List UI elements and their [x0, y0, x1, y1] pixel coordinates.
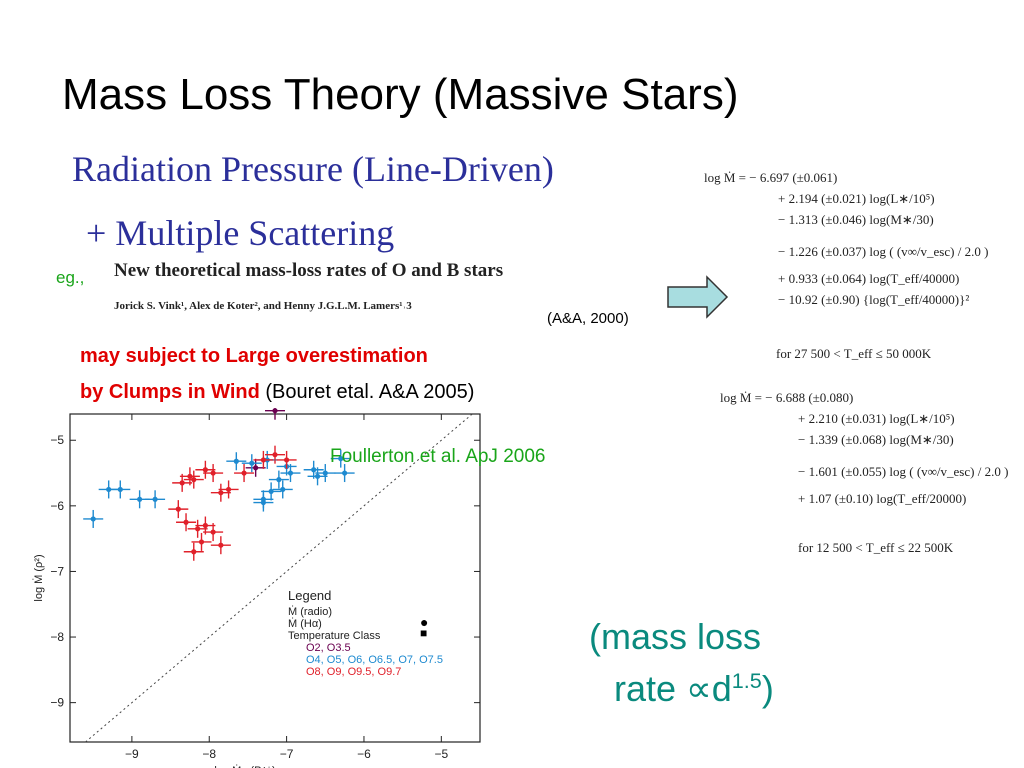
equation-line: + 2.210 (±0.031) log(L∗/10⁵): [798, 411, 955, 426]
equation-line: − 1.313 (±0.046) log(M∗/30): [778, 212, 934, 227]
data-point: [322, 470, 328, 476]
mass-loss-exponent: 1.5: [731, 668, 762, 693]
data-point: [218, 490, 224, 496]
data-point: [260, 499, 266, 506]
data-point: [106, 486, 112, 493]
warning-line-2: by Clumps in Wind (Bouret etal. A&A 2005…: [80, 381, 474, 404]
equation-line: + 0.933 (±0.064) log(T_eff/40000): [778, 271, 960, 286]
data-point: [191, 549, 197, 555]
subtitle-multiple-scattering: + Multiple Scattering: [86, 213, 395, 253]
data-point: [276, 477, 282, 483]
data-point: [268, 488, 274, 495]
data-point: [280, 486, 286, 493]
plot-legend: Legend Ṁ (radio) Ṁ (Hα) Temperature Clas…: [288, 588, 443, 678]
data-point: [202, 522, 208, 529]
right-arrow-icon: [667, 275, 729, 319]
equation-line: − 1.339 (±0.068) log(M∗/30): [798, 432, 954, 447]
data-point: [260, 457, 266, 463]
mass-loss-note-line-1: (mass loss: [589, 616, 762, 657]
y-tick-label: −6: [50, 499, 64, 513]
paper-reference: (A&A, 2000): [547, 310, 629, 327]
y-tick-label: −5: [50, 433, 64, 447]
legend-entry-radio: Ṁ (radio): [288, 606, 333, 618]
data-point: [249, 460, 255, 466]
data-point: [175, 506, 181, 512]
legend-class-early: O2, O3.5: [306, 642, 351, 654]
data-point: [272, 408, 278, 414]
paper-title: New theoretical mass-loss rates of O and…: [114, 260, 504, 281]
mass-loss-note-line-2: rate ∝d1.5): [614, 668, 774, 710]
data-point: [191, 477, 197, 483]
mass-loss-comparison-plot: −9 −8 −7 −6 −5 −5 −6 −7 −8 −9 log Ṁ q(P⁴⁺) log Ṁ (ρ…: [32, 408, 481, 768]
data-point: [253, 465, 259, 471]
x-tick-label: −9: [125, 747, 139, 761]
slide-title: Mass Loss Theory (Massive Stars): [62, 70, 739, 119]
formula-condition-cool: for 12 500 < T_eff ≤ 22 500K: [798, 540, 954, 555]
legend-entry-halpha: Ṁ (Hα): [288, 618, 322, 630]
equation-line: − 1.226 (±0.037) log ( (v∞/v_esc) / 2.0 …: [778, 244, 989, 259]
x-tick-label: −8: [202, 747, 216, 761]
mass-loss-formula-hot: log Ṁ = − 6.697 (±0.061) + 2.194 (±0.021…: [704, 170, 988, 313]
mass-loss-formula-cool: log Ṁ = − 6.688 (±0.080) + 2.210 (±0.031…: [720, 390, 1008, 512]
eg-label: eg.,: [56, 268, 85, 287]
paper-authors: Jorick S. Vink¹, Alex de Koter², and Hen…: [114, 300, 412, 312]
equation-line: log Ṁ = − 6.697 (±0.061): [704, 170, 838, 185]
plot-reference: Foullerton et al. ApJ 2006: [330, 446, 546, 467]
data-point: [179, 480, 185, 486]
y-axis-label: log Ṁ (ρ²): [32, 554, 45, 601]
data-point: [210, 470, 216, 476]
x-tick-label: −5: [434, 747, 448, 761]
equation-line: log Ṁ = − 6.688 (±0.080): [720, 390, 854, 405]
legend-square-marker: ■: [420, 626, 428, 640]
data-point: [241, 470, 247, 476]
data-point: [187, 473, 193, 479]
mass-loss-close: ): [761, 668, 774, 709]
data-point: [198, 539, 205, 545]
warning-clumps-text: by Clumps in Wind: [80, 381, 260, 403]
equation-line: + 1.07 (±0.10) log(T_eff/20000): [798, 491, 967, 506]
data-point: [272, 452, 278, 458]
legend-class-late: O8, O9, O9.5, O9.7: [306, 666, 402, 678]
data-point: [218, 542, 224, 548]
legend-class-title: Temperature Class: [288, 630, 381, 642]
mass-loss-relation: rate ∝d: [614, 668, 732, 709]
data-point: [202, 467, 208, 473]
x-tick-label: −7: [280, 747, 294, 761]
equation-line: + 2.194 (±0.021) log(L∗/10⁵): [778, 191, 935, 206]
data-point: [195, 526, 201, 532]
y-tick-label: −9: [50, 696, 64, 710]
data-point: [287, 470, 294, 476]
data-point: [338, 456, 344, 462]
data-point: [210, 529, 216, 535]
x-axis-label: log Ṁ q(P⁴⁺): [214, 764, 275, 768]
equation-line: − 10.92 (±0.90) {log(T_eff/40000)}²: [778, 292, 970, 307]
data-point: [90, 516, 96, 522]
data-point: [117, 486, 123, 493]
x-tick-label: −6: [357, 747, 371, 761]
data-point: [225, 486, 232, 493]
data-point: [137, 496, 143, 502]
data-point: [314, 473, 321, 479]
data-point: [284, 457, 290, 463]
data-point: [233, 458, 239, 464]
y-tick-label: −7: [50, 564, 64, 578]
equation-line: − 1.601 (±0.055) log ( (v∞/v_esc) / 2.0 …: [798, 464, 1009, 479]
data-point: [342, 470, 348, 476]
legend-class-mid: O4, O5, O6, O6.5, O7, O7.5: [306, 654, 443, 666]
data-point: [183, 519, 189, 525]
subtitle-radiation-pressure: Radiation Pressure (Line-Driven): [72, 149, 554, 189]
warning-reference: (Bouret etal. A&A 2005): [265, 381, 475, 403]
data-point: [152, 496, 158, 502]
legend-circle-marker: ●: [420, 614, 429, 630]
formula-condition-hot: for 27 500 < T_eff ≤ 50 000K: [776, 346, 932, 361]
data-point: [311, 467, 317, 473]
legend-title: Legend: [288, 588, 332, 603]
warning-line-1: may subject to Large overestimation: [80, 345, 428, 367]
y-tick-label: −8: [50, 630, 64, 644]
